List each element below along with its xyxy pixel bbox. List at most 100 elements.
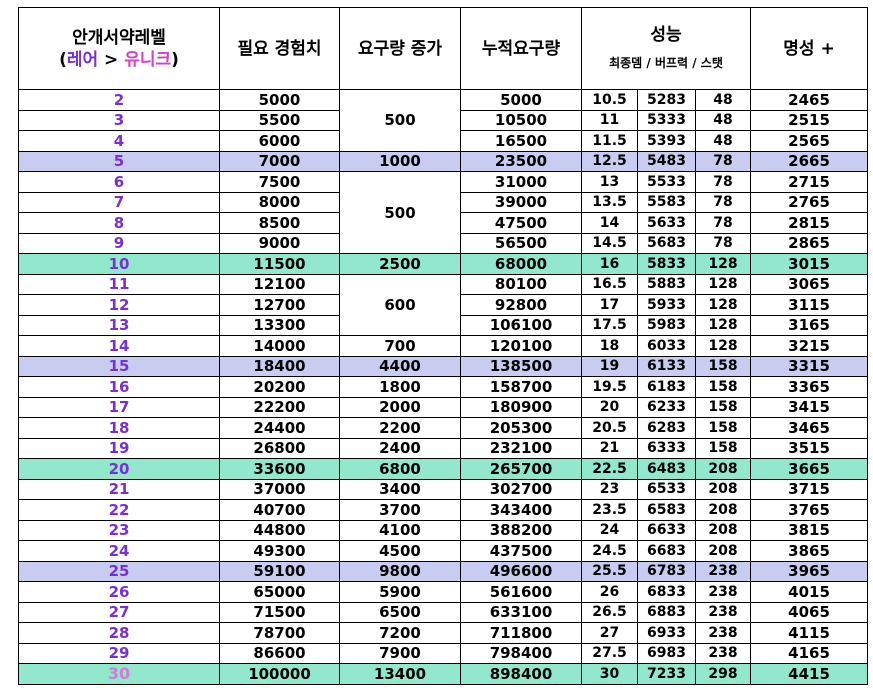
stat-cell: 78 <box>694 150 752 172</box>
buff-power-cell: 6883 <box>637 601 696 623</box>
table-row: 6 7500 500 31000 13 5533 78 2715 <box>18 171 869 254</box>
stat-cell: 238 <box>694 560 752 582</box>
header-required-exp: 필요 경험치 <box>219 7 340 90</box>
level-cell: 19 <box>18 437 220 459</box>
stat-cell: 128 <box>694 314 752 336</box>
fame-cell: 3365 <box>750 376 869 398</box>
fame-cell: 2765 <box>750 191 869 213</box>
required-exp-cell: 78700 <box>219 622 340 644</box>
buff-power-cell: 6033 <box>637 335 696 357</box>
fame-cell: 3865 <box>750 540 869 562</box>
table-row: 7 8000 39000 13.5 5583 78 2765 <box>18 191 869 213</box>
final-damage-cell: 17 <box>581 294 638 316</box>
final-damage-cell: 27 <box>581 622 638 644</box>
final-damage-cell: 21 <box>581 437 638 459</box>
cumulative-cell: 39000 <box>460 191 582 213</box>
fame-cell: 3715 <box>750 478 869 500</box>
final-damage-cell: 11 <box>581 109 638 131</box>
stat-cell: 128 <box>694 294 752 316</box>
required-exp-cell: 40700 <box>219 499 340 521</box>
level-cell: 20 <box>18 458 220 480</box>
stat-cell: 48 <box>694 89 752 111</box>
stat-cell: 48 <box>694 130 752 152</box>
cumulative-cell: 798400 <box>460 642 582 664</box>
req-increase-cell: 3700 <box>339 499 461 521</box>
req-increase-cell: 600 <box>339 273 461 336</box>
final-damage-cell: 24 <box>581 519 638 541</box>
stat-cell: 158 <box>694 437 752 459</box>
fame-cell: 3465 <box>750 417 869 439</box>
buff-power-cell: 6933 <box>637 622 696 644</box>
final-damage-cell: 22.5 <box>581 458 638 480</box>
table-body: 2 5000 500 5000 10.5 5283 48 2465 3 5500 10500 11 53… <box>18 89 869 685</box>
required-exp-cell: 100000 <box>219 663 340 685</box>
header-performance: 성능 최종뎀 / 버프력 / 스탯 <box>580 7 752 90</box>
required-exp-cell: 59100 <box>219 560 340 582</box>
level-cell: 18 <box>18 417 220 439</box>
final-damage-cell: 19.5 <box>581 376 638 398</box>
required-exp-cell: 26800 <box>219 437 340 459</box>
req-increase-cell: 1800 <box>339 376 461 398</box>
fame-cell: 2665 <box>750 150 869 172</box>
fame-cell: 3065 <box>750 273 869 295</box>
header-performance-title: 성능 <box>650 24 682 45</box>
buff-power-cell: 5983 <box>637 314 696 336</box>
buff-power-cell: 6283 <box>637 417 696 439</box>
fame-cell: 4115 <box>750 622 869 644</box>
table-row: 17 22200 2000 180900 20 6233 158 3415 <box>18 396 869 418</box>
stat-cell: 238 <box>694 642 752 664</box>
required-exp-cell: 9000 <box>219 232 340 254</box>
fame-cell: 3665 <box>750 458 869 480</box>
req-increase-cell: 7900 <box>339 642 461 664</box>
stat-cell: 78 <box>694 171 752 193</box>
stat-cell: 208 <box>694 458 752 480</box>
required-exp-cell: 44800 <box>219 519 340 541</box>
stat-cell: 208 <box>694 499 752 521</box>
level-cell: 5 <box>18 150 220 172</box>
level-cell: 28 <box>18 622 220 644</box>
level-cell: 22 <box>18 499 220 521</box>
buff-power-cell: 5283 <box>637 89 696 111</box>
level-cell: 24 <box>18 540 220 562</box>
stat-cell: 158 <box>694 417 752 439</box>
table-row: 21 37000 3400 302700 23 6533 208 3715 <box>18 478 869 500</box>
stat-cell: 208 <box>694 519 752 541</box>
level-cell: 17 <box>18 396 220 418</box>
exp-table: 안개서약레벨 (레어 > 유니크) 필요 경험치 요구량 증가 누적요구량 성능… <box>18 7 869 685</box>
table-row: 27 71500 6500 633100 26.5 6883 238 4065 <box>18 601 869 623</box>
cumulative-cell: 232100 <box>460 437 582 459</box>
level-cell: 14 <box>18 335 220 357</box>
buff-power-cell: 6683 <box>637 540 696 562</box>
level-cell: 15 <box>18 355 220 377</box>
buff-power-cell: 6983 <box>637 642 696 664</box>
buff-power-cell: 6533 <box>637 478 696 500</box>
fame-cell: 2715 <box>750 171 869 193</box>
header-level-unique: 유니크 <box>124 49 172 70</box>
final-damage-cell: 20 <box>581 396 638 418</box>
level-cell: 2 <box>18 89 220 111</box>
level-cell: 7 <box>18 191 220 213</box>
stat-cell: 298 <box>694 663 752 685</box>
fame-cell: 4015 <box>750 581 869 603</box>
cumulative-cell: 898400 <box>460 663 582 685</box>
fame-cell: 3815 <box>750 519 869 541</box>
cumulative-cell: 437500 <box>460 540 582 562</box>
final-damage-cell: 30 <box>581 663 638 685</box>
fame-cell: 3215 <box>750 335 869 357</box>
header-cumulative: 누적요구량 <box>460 7 582 90</box>
required-exp-cell: 7500 <box>219 171 340 193</box>
level-cell: 3 <box>18 109 220 131</box>
buff-power-cell: 6133 <box>637 355 696 377</box>
required-exp-cell: 14000 <box>219 335 340 357</box>
fame-cell: 2515 <box>750 109 869 131</box>
table-row: 10 11500 2500 68000 16 5833 128 3015 <box>18 253 869 275</box>
table-row: 28 78700 7200 711800 27 6933 238 4115 <box>18 622 869 644</box>
fame-cell: 3965 <box>750 560 869 582</box>
final-damage-cell: 27.5 <box>581 642 638 664</box>
cumulative-cell: 56500 <box>460 232 582 254</box>
cumulative-cell: 68000 <box>460 253 582 275</box>
final-damage-cell: 10.5 <box>581 89 638 111</box>
buff-power-cell: 5393 <box>637 130 696 152</box>
cumulative-cell: 180900 <box>460 396 582 418</box>
stat-cell: 78 <box>694 232 752 254</box>
